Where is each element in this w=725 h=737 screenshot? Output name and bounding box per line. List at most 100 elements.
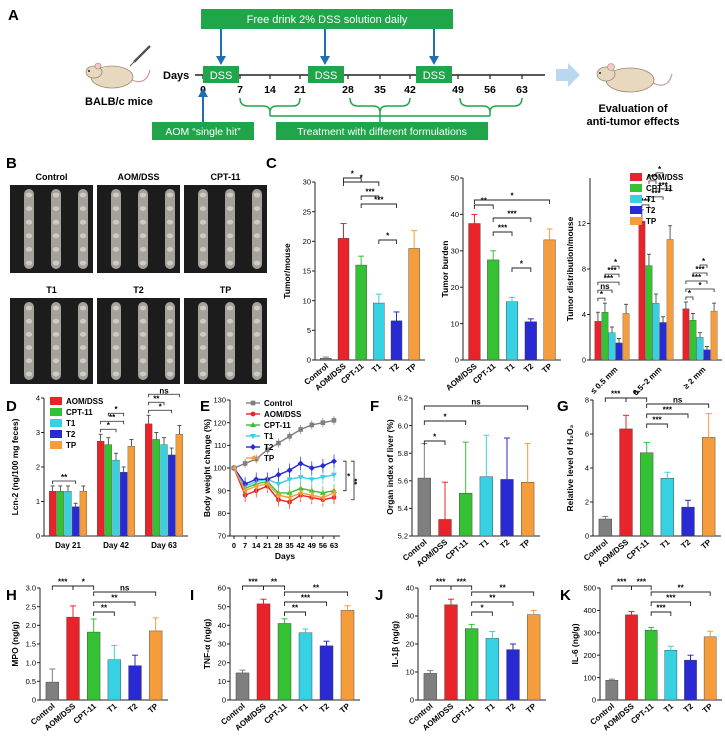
panel-label: J [375, 587, 383, 604]
tumor-nodule [25, 206, 33, 212]
panel-label: D [6, 398, 17, 415]
bar [465, 628, 479, 701]
category-label: TP [405, 361, 419, 375]
x-axis-label: Days [275, 551, 296, 561]
tumor-nodule [226, 192, 234, 198]
colon-tissue [24, 189, 34, 269]
legend-marker [250, 434, 256, 439]
tumor-nodule [253, 371, 261, 377]
data-point [308, 492, 314, 499]
tumor-nodule [166, 358, 174, 364]
category-label: TP [338, 701, 352, 715]
tumor-nodule [199, 192, 207, 198]
legend-swatch [630, 206, 642, 214]
y-tick-label: 130 [213, 396, 226, 405]
y-tick-label: 40 [451, 210, 459, 219]
y-tick-label: 5.2 [398, 532, 408, 541]
significance-bracket [242, 585, 264, 590]
tumor-nodule [253, 206, 261, 212]
bar [145, 423, 153, 537]
significance-bracket [284, 601, 327, 606]
treatment-brackets [239, 97, 523, 122]
tumor-nodule [226, 247, 234, 252]
x-tick-label: 63 [330, 541, 338, 550]
significance-bracket [93, 591, 157, 596]
data-point [265, 447, 270, 453]
treatment-label: Treatment with different formulations [297, 126, 467, 138]
significance-label: ns [120, 584, 130, 593]
significance-label: * [600, 290, 604, 299]
significance-label: *** [498, 224, 508, 233]
bar [72, 506, 80, 537]
significance-label: * [360, 174, 364, 183]
bar [56, 490, 64, 537]
chart-F: F 5.2 5.4 5.6 5.8 6.0 6.2 Organ index of liver … [370, 394, 540, 569]
legend-swatch [50, 419, 62, 427]
significance-label: *** [648, 173, 658, 182]
tumor-nodule [25, 358, 33, 364]
bar [506, 649, 520, 701]
chart-C1: C051015202530Tumor/mouseControlAOM/DSSCP… [266, 155, 425, 393]
significance-label: * [351, 170, 355, 179]
tumor-nodule [226, 345, 234, 350]
significance-bracket [263, 585, 285, 590]
dss-box-1-label: DSS [210, 70, 233, 82]
y-tick-label: 40 [406, 584, 414, 593]
bar [645, 265, 653, 361]
significance-bracket [423, 440, 446, 445]
significance-bracket [72, 585, 95, 590]
tumor-nodule [25, 233, 33, 239]
y-tick-label: 0 [410, 696, 414, 705]
significance-bracket [471, 591, 535, 596]
tumor-nodule [226, 305, 234, 311]
y-tick-label: 2.0 [26, 621, 36, 630]
timeline-tick-label: 49 [452, 84, 464, 96]
significance-label: *** [607, 266, 617, 275]
tumor-nodule [25, 247, 33, 252]
photo-label: Control [36, 172, 68, 182]
bar [660, 478, 674, 537]
tumor-nodule [199, 358, 207, 364]
tumor-nodule [253, 260, 261, 266]
y-tick-label: 10 [451, 319, 459, 328]
mouse-icon-left [85, 45, 151, 89]
colon-tissue [252, 189, 262, 269]
bar [320, 358, 332, 361]
photo-label: CPT-11 [210, 172, 240, 182]
bar [45, 681, 59, 701]
tumor-nodule [52, 318, 60, 324]
category-label: TP [701, 701, 715, 715]
significance-bracket [343, 177, 362, 182]
bar [703, 636, 717, 701]
x-tick-label: 49 [308, 541, 316, 550]
significance-bracket [351, 460, 355, 501]
significance-bracket [631, 585, 652, 590]
bar [160, 444, 168, 537]
bar [468, 223, 481, 361]
tumor-nodule [226, 233, 234, 239]
significance-label: * [107, 421, 111, 430]
tumor-nodule [79, 260, 87, 266]
significance-bracket [685, 296, 694, 300]
tumor-nodule [253, 318, 261, 324]
dss-box-3 [416, 66, 452, 83]
tumor-nodule [166, 219, 174, 225]
y-tick-label: 2 [36, 463, 40, 472]
bar [337, 238, 350, 361]
significance-bracket [685, 280, 708, 284]
significance-label: *** [457, 578, 467, 587]
evaluation-label-1: Evaluation of [598, 103, 667, 115]
significance-bracket [597, 289, 613, 294]
legend-label: T2 [646, 206, 656, 215]
tumor-nodule [226, 318, 234, 324]
data-point [297, 489, 303, 496]
tumor-nodule [226, 371, 234, 377]
significance-bracket [450, 585, 473, 590]
data-point [319, 494, 325, 501]
category-label: T1 [478, 537, 491, 550]
tumor-nodule [253, 345, 261, 350]
y-axis-label: MPO (ng/g) [10, 621, 20, 666]
series-line [233, 467, 335, 494]
significance-bracket [148, 409, 173, 414]
